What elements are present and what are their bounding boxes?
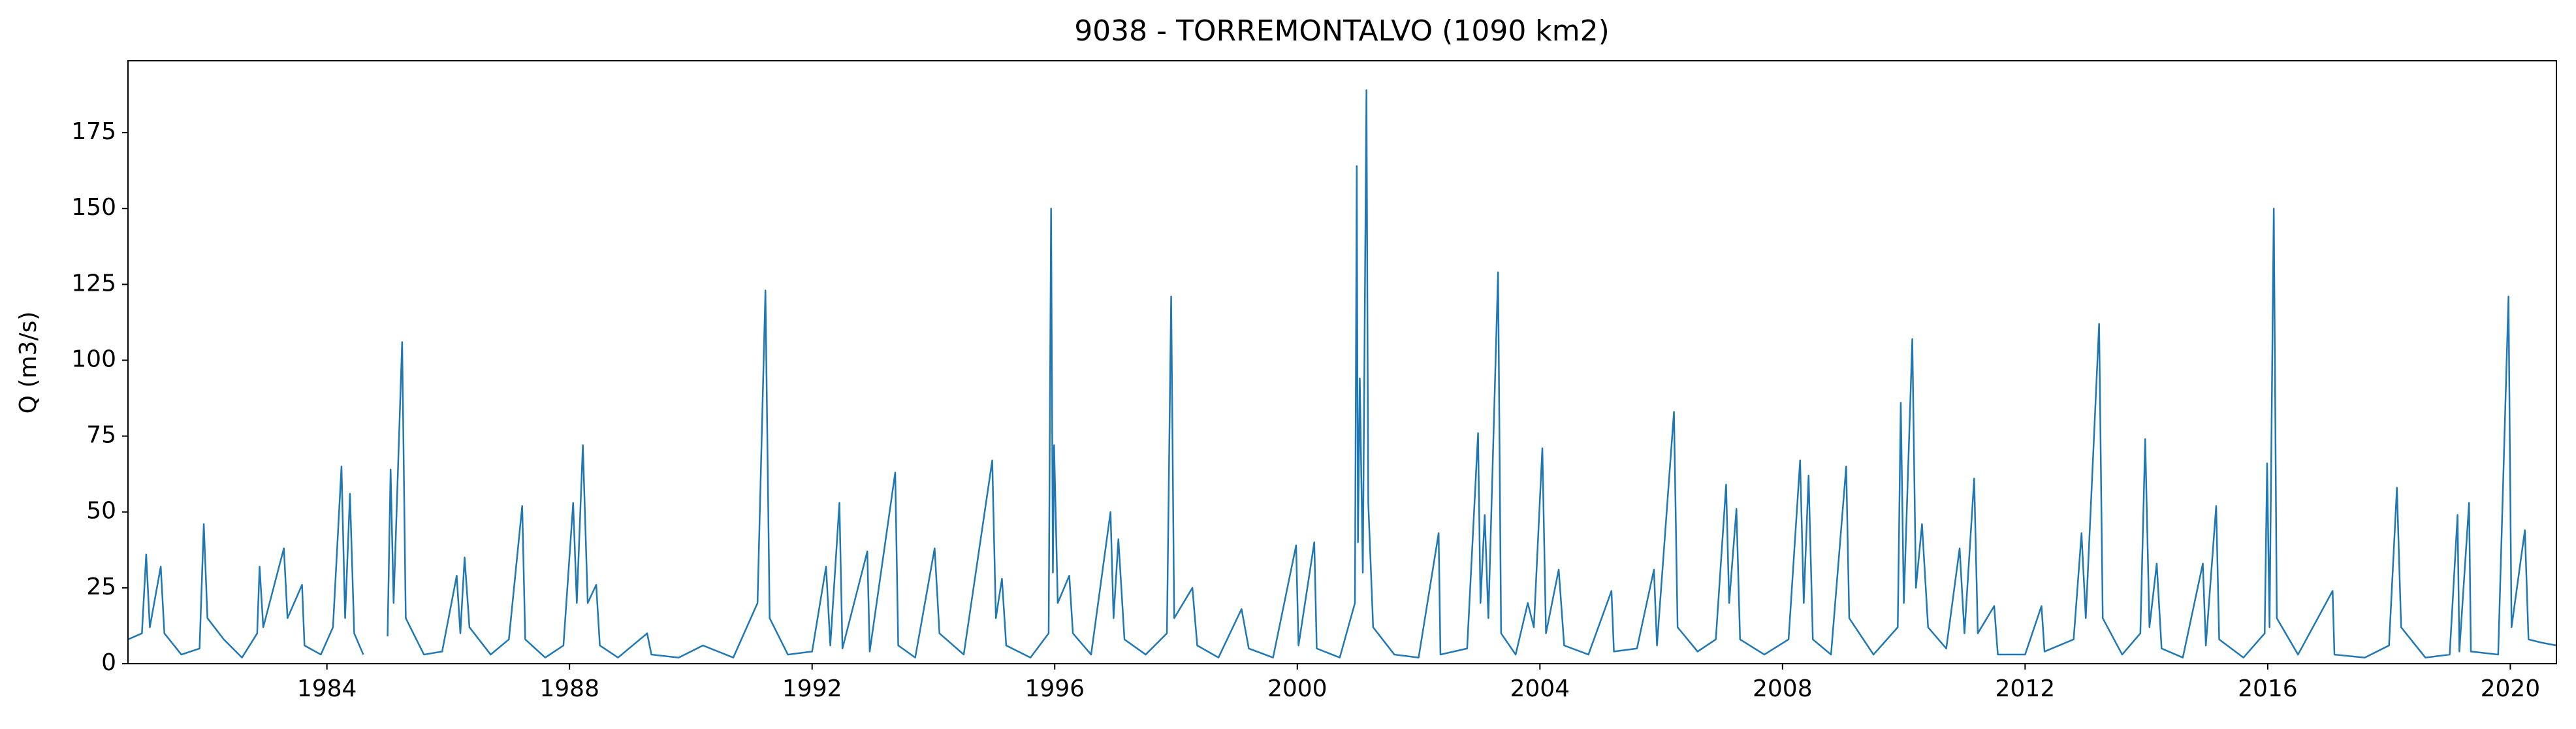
x-tick-label: 1988: [539, 675, 599, 702]
x-tick-label: 2000: [1267, 675, 1328, 702]
x-tick-label: 2012: [1996, 675, 2056, 702]
y-tick-label: 125: [71, 270, 116, 297]
plot-frame: [127, 60, 2557, 664]
y-tick-label: 25: [86, 574, 116, 600]
x-tick-label: 2020: [2481, 675, 2541, 702]
y-tick-label: 150: [71, 194, 116, 221]
y-axis-label: Q (m3/s): [15, 312, 42, 414]
x-tick-label: 2008: [1753, 675, 1813, 702]
x-tick-label: 1996: [1025, 675, 1085, 702]
x-tick-label: 2004: [1510, 675, 1570, 702]
chart-title: 9038 - TORREMONTALVO (1090 km2): [1074, 14, 1610, 48]
x-tick-label: 2016: [2238, 675, 2298, 702]
y-tick-label: 100: [71, 346, 116, 372]
x-tick-label: 1992: [782, 675, 842, 702]
line-series: [127, 89, 2557, 658]
y-tick-label: 175: [71, 118, 116, 145]
y-tick-label: 0: [101, 649, 116, 676]
y-tick-label: 75: [86, 422, 116, 449]
y-tick-label: 50: [86, 498, 116, 525]
x-tick-label: 1984: [297, 675, 357, 702]
